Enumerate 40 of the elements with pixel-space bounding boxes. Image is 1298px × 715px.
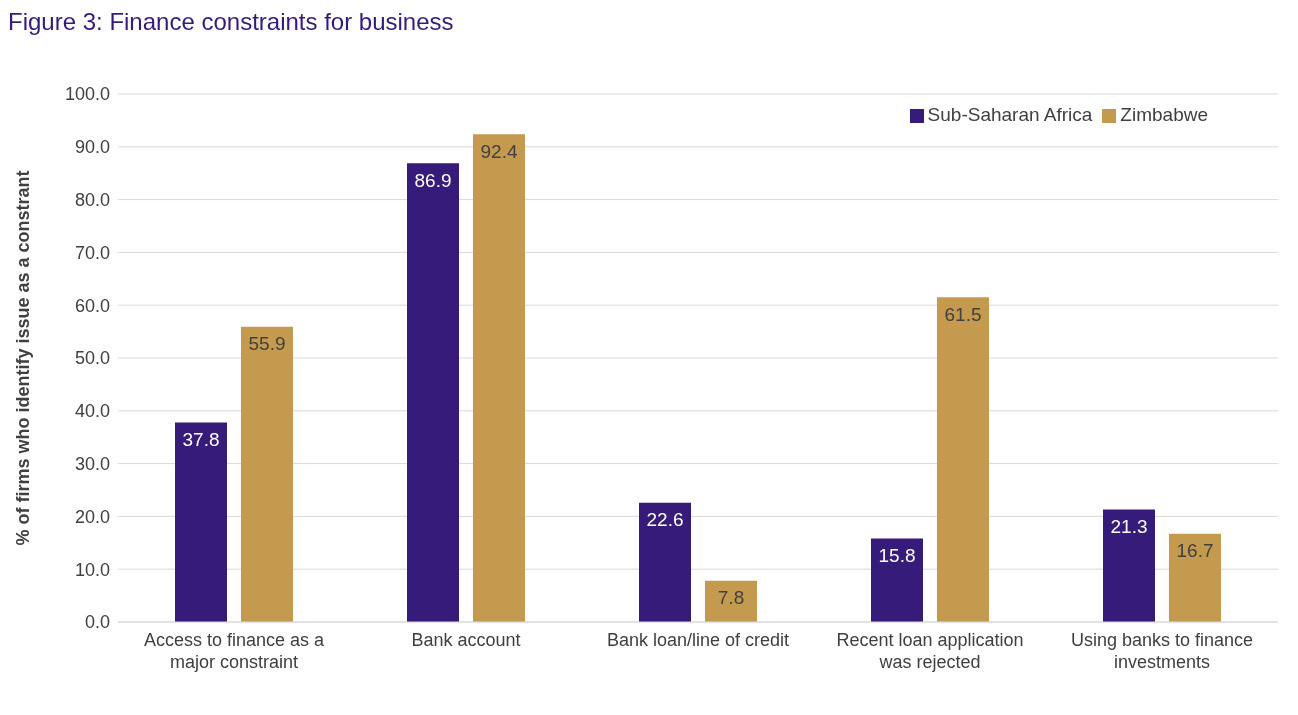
y-tick-label: 40.0 [74,401,110,422]
legend-label: Sub-Saharan Africa [927,104,1093,125]
bar [871,538,923,622]
y-tick-label: 30.0 [74,453,110,474]
bar [241,326,293,622]
x-tick-label: Bank account [411,630,521,650]
x-tick-label: Bank loan/line of credit [606,630,790,650]
y-tick-label: 60.0 [74,295,110,316]
data-label: 92.4 [480,140,518,162]
y-tick-label: 90.0 [74,137,110,158]
bar [407,163,459,622]
data-label: 86.9 [414,169,452,191]
x-tick-label: Access to finance as a major constraint [143,630,326,672]
y-tick-label: 0.0 [84,612,110,633]
y-tick-label: 80.0 [74,189,110,210]
bar [705,580,757,622]
y-tick-label: 100.0 [64,84,110,105]
bar [473,134,525,622]
y-tick-label: 70.0 [74,242,110,263]
bar [937,297,989,622]
x-tick-label: Using banks to finance investments [1070,630,1254,672]
bar [1103,509,1155,622]
data-label: 7.8 [717,587,745,609]
bar [175,422,227,622]
data-label: 15.8 [878,545,916,567]
y-tick-label: 50.0 [74,348,110,369]
y-tick-label: 20.0 [74,506,110,527]
data-label: 55.9 [248,333,286,355]
data-label: 21.3 [1110,516,1148,538]
data-label: 16.7 [1176,540,1214,562]
data-label: 61.5 [944,303,982,325]
legend-label: Zimbabwe [1120,104,1208,125]
data-label: 22.6 [646,509,684,531]
bar [639,502,691,622]
x-tick-label: Recent loan application was rejected [836,630,1024,672]
data-label: 37.8 [182,428,220,450]
bar [1169,533,1221,622]
chart-title: Figure 3: Finance constraints for business [8,8,455,36]
y-tick-label: 10.0 [74,559,110,580]
y-axis-title: % of firms who identify issue as a constrant [13,170,34,546]
